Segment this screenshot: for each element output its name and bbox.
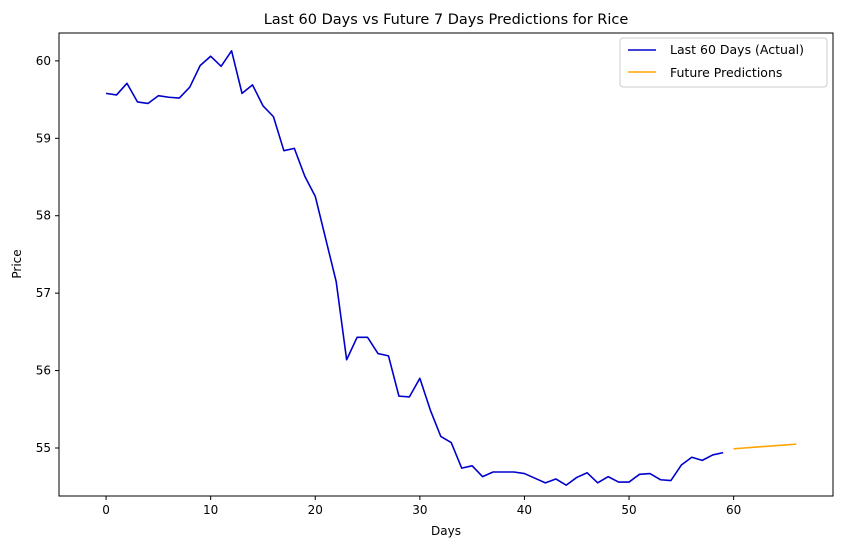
plot-frame <box>58 32 834 497</box>
x-tick-label: 40 <box>517 503 532 517</box>
legend-label-actual: Last 60 Days (Actual) <box>670 42 804 57</box>
x-tick-label: 20 <box>308 503 323 517</box>
x-tick-label: 50 <box>621 503 636 517</box>
chart-title: Last 60 Days vs Future 7 Days Prediction… <box>264 12 629 28</box>
x-tick-label: 60 <box>726 503 741 517</box>
y-tick-label: 55 <box>36 441 51 455</box>
y-tick-label: 60 <box>36 54 51 68</box>
series-line-1 <box>733 443 797 450</box>
y-tick-label: 56 <box>36 364 51 378</box>
legend-box <box>619 37 828 88</box>
x-tick-label: 0 <box>102 503 110 517</box>
ticks-layer: 0 10 20 30 40 50 60 55 56 57 58 59 60 <box>36 54 742 517</box>
series-layer <box>105 50 797 486</box>
x-axis-label: Days <box>431 524 461 538</box>
y-axis-label: Price <box>10 249 24 278</box>
legend-label-predictions: Future Predictions <box>670 65 782 80</box>
y-tick-label: 58 <box>36 209 51 223</box>
x-tick-label: 10 <box>203 503 218 517</box>
x-tick-label: 30 <box>412 503 427 517</box>
y-tick-label: 59 <box>36 131 51 145</box>
legend: Last 60 Days (Actual) Future Predictions <box>619 37 828 88</box>
series-line-0 <box>105 50 724 486</box>
y-tick-label: 57 <box>36 286 51 300</box>
